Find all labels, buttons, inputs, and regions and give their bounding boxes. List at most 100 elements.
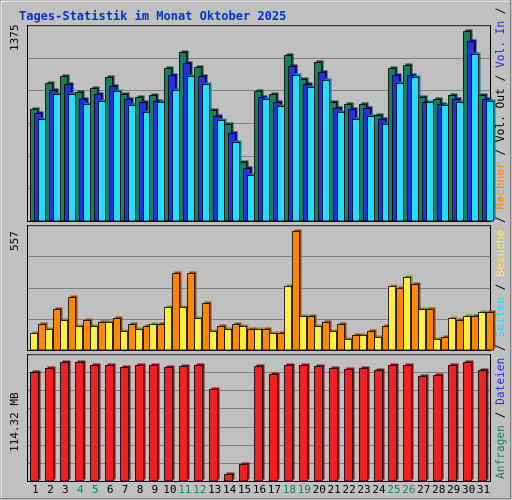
x-label-day-14: 14 bbox=[223, 483, 237, 496]
bar-seiten-7 bbox=[128, 105, 136, 222]
bar-volumen-9 bbox=[149, 365, 158, 482]
bar-seiten-23 bbox=[367, 116, 375, 222]
legend-part-1: / bbox=[494, 405, 507, 425]
bar-volumen-30 bbox=[463, 362, 472, 482]
x-label-day-8: 8 bbox=[137, 483, 144, 496]
x-label-day-30: 30 bbox=[462, 483, 475, 496]
bar-seiten-5 bbox=[98, 101, 106, 222]
bar-volumen-25 bbox=[388, 365, 397, 482]
bar-volumen-29 bbox=[448, 365, 457, 482]
bar-volumen-26 bbox=[403, 365, 412, 482]
bar-volumen-7 bbox=[120, 367, 129, 482]
bar-besuche-5 bbox=[90, 326, 98, 351]
bar-besuche-9 bbox=[149, 324, 157, 351]
legend-part-7: / bbox=[494, 210, 507, 230]
bar-seiten-21 bbox=[337, 112, 345, 222]
bar-seiten-22 bbox=[352, 119, 360, 222]
legend-part-3: / bbox=[494, 338, 507, 358]
bar-besuche-4 bbox=[75, 326, 83, 351]
bar-volumen-8 bbox=[135, 365, 144, 482]
bar-volumen-31 bbox=[478, 370, 487, 482]
bar-seiten-11 bbox=[187, 76, 195, 222]
bar-seiten-4 bbox=[83, 104, 91, 222]
bar-seiten-10 bbox=[172, 90, 180, 222]
bar-besuche-24 bbox=[374, 337, 382, 351]
bar-rechner-19 bbox=[307, 316, 315, 351]
x-label-day-12: 12 bbox=[193, 483, 206, 496]
bar-volumen-12 bbox=[194, 365, 203, 482]
bar-besuche-16 bbox=[254, 329, 262, 351]
bar-besuche-1 bbox=[30, 333, 38, 351]
bar-besuche-8 bbox=[135, 329, 143, 351]
bar-besuche-30 bbox=[463, 316, 471, 351]
bar-rechner-11 bbox=[187, 273, 195, 351]
bar-besuche-23 bbox=[359, 335, 367, 351]
bar-volumen-16 bbox=[254, 366, 263, 482]
bar-rechner-18 bbox=[292, 231, 300, 351]
x-label-day-9: 9 bbox=[152, 483, 159, 496]
visits-chart-ymax-label: 557 bbox=[8, 231, 21, 251]
bar-rechner-16 bbox=[262, 329, 270, 351]
x-label-day-2: 2 bbox=[47, 483, 54, 496]
bar-volumen-1 bbox=[30, 372, 39, 482]
bar-seiten-25 bbox=[396, 83, 404, 222]
legend-part-5: / bbox=[494, 277, 507, 297]
bar-rechner-25 bbox=[396, 288, 404, 351]
bar-volumen-17 bbox=[269, 374, 278, 482]
bar-rechner-21 bbox=[337, 324, 345, 351]
bar-rechner-28 bbox=[441, 337, 449, 351]
bar-rechner-17 bbox=[277, 333, 285, 351]
bar-besuche-25 bbox=[388, 286, 396, 351]
bar-besuche-14 bbox=[224, 329, 232, 351]
legend-part-9: / bbox=[494, 142, 507, 162]
bar-volumen-27 bbox=[418, 376, 427, 482]
legend-part-14: Volumen bbox=[494, 0, 507, 1]
x-label-day-29: 29 bbox=[447, 483, 460, 496]
bar-volumen-22 bbox=[344, 369, 353, 482]
bar-seiten-27 bbox=[426, 102, 434, 222]
x-label-day-5: 5 bbox=[92, 483, 99, 496]
x-label-day-10: 10 bbox=[163, 483, 176, 496]
bar-rechner-15 bbox=[247, 329, 255, 351]
bar-rechner-22 bbox=[352, 335, 360, 351]
bar-volumen-20 bbox=[314, 366, 323, 482]
bar-volumen-15 bbox=[239, 464, 248, 482]
legend-part-0: Anfragen bbox=[494, 425, 507, 479]
bar-besuche-10 bbox=[164, 307, 172, 351]
bar-rechner-20 bbox=[322, 322, 330, 351]
bar-volumen-5 bbox=[90, 365, 99, 482]
bar-seiten-2 bbox=[53, 94, 61, 222]
legend-part-6: Besuche bbox=[494, 229, 507, 276]
bar-besuche-12 bbox=[194, 318, 202, 351]
x-axis-labels: 1 2 3 4 5 6 7 8 9 10 11 12 13 14 15 16 17 18 19 20 21 22 23 24 2… bbox=[32, 483, 490, 496]
x-label-day-27: 27 bbox=[417, 483, 430, 496]
x-label-day-7: 7 bbox=[122, 483, 129, 496]
legend-part-11: / bbox=[494, 68, 507, 88]
bar-seiten-16 bbox=[262, 99, 270, 222]
bar-besuche-27 bbox=[418, 309, 426, 351]
bar-seiten-15 bbox=[247, 175, 255, 222]
bar-seiten-12 bbox=[202, 84, 210, 222]
bar-besuche-19 bbox=[299, 316, 307, 351]
right-legend: Anfragen / Dateien / Seiten / Besuche / … bbox=[494, 0, 507, 479]
x-label-day-19: 19 bbox=[298, 483, 311, 496]
bar-besuche-6 bbox=[105, 322, 113, 351]
bar-rechner-12 bbox=[202, 303, 210, 351]
bar-rechner-23 bbox=[367, 331, 375, 351]
hits-chart bbox=[27, 25, 496, 222]
x-label-day-11: 11 bbox=[178, 483, 191, 496]
bar-volumen-19 bbox=[299, 365, 308, 482]
bar-seiten-29 bbox=[456, 102, 464, 222]
x-label-day-1: 1 bbox=[32, 483, 39, 496]
bar-seiten-13 bbox=[217, 120, 225, 222]
legend-part-2: Dateien bbox=[494, 358, 507, 405]
bar-besuche-2 bbox=[45, 329, 53, 351]
legend-part-13: / bbox=[494, 1, 507, 21]
bar-seiten-20 bbox=[322, 80, 330, 222]
x-label-day-6: 6 bbox=[107, 483, 114, 496]
bar-rechner-27 bbox=[426, 309, 434, 351]
bar-seiten-30 bbox=[471, 54, 479, 222]
bar-rechner-30 bbox=[471, 316, 479, 351]
bar-rechner-13 bbox=[217, 326, 225, 351]
